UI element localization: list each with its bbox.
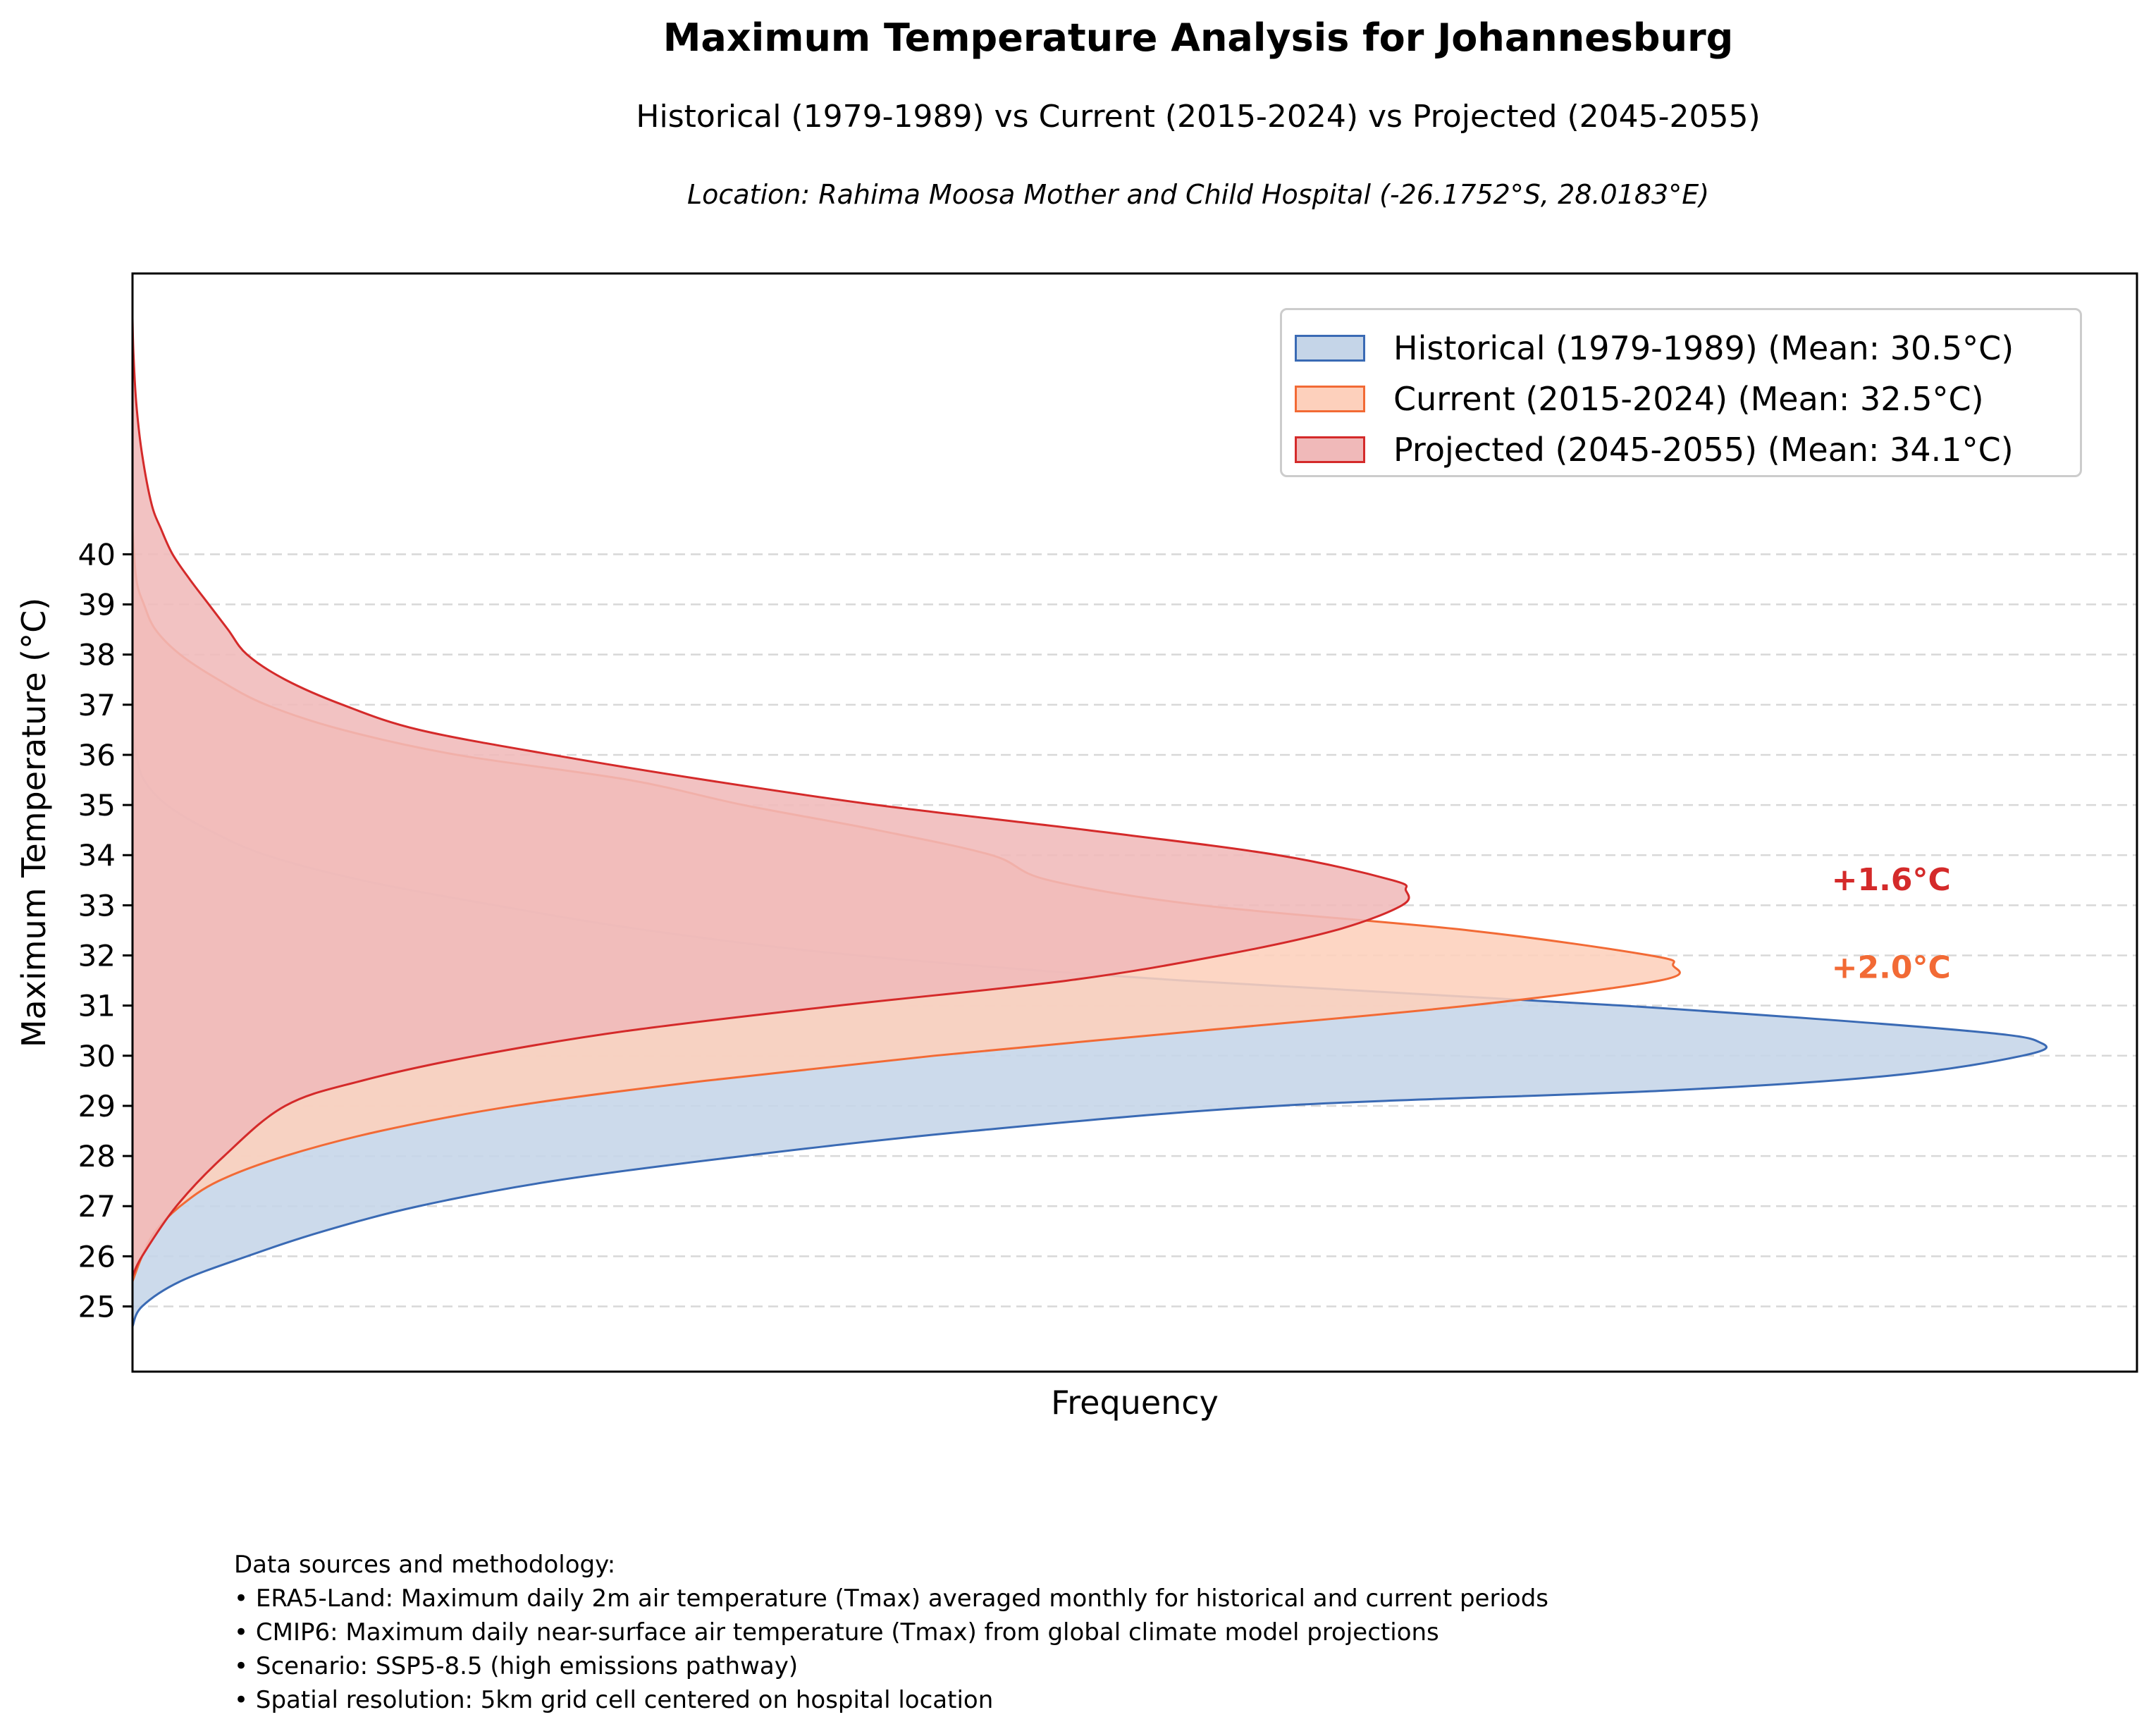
ytick-label-25: 25 xyxy=(78,1290,116,1324)
legend-swatch-historical xyxy=(1295,335,1365,362)
density-chart: 25 26 27 28 29 30 31 32 33 34 35 36 37 38 39 40 Frequenc… xyxy=(15,272,2138,1422)
ytick-label-29: 29 xyxy=(78,1089,116,1124)
ytick-label-37: 37 xyxy=(78,688,116,722)
ytick-label-40: 40 xyxy=(78,537,116,572)
y-axis-label: Maximum Temperature (°C) xyxy=(15,598,53,1047)
ytick-label-35: 35 xyxy=(78,788,116,823)
chart-title: Maximum Temperature Analysis for Johanne… xyxy=(663,16,1734,60)
ytick-label-30: 30 xyxy=(78,1039,116,1073)
annotation-1: +2.0°C xyxy=(1832,950,1951,986)
legend-label-current: Current (2015-2024) (Mean: 32.5°C) xyxy=(1393,380,1984,418)
ytick-label-32: 32 xyxy=(78,939,116,973)
note-cmip6: • CMIP6: Maximum daily near-surface air … xyxy=(234,1618,1439,1647)
area-projected xyxy=(133,319,1410,1276)
legend: Historical (1979-1989) (Mean: 30.5°C) Cu… xyxy=(1280,308,2082,477)
location-caption: Location: Rahima Moosa Mother and Child … xyxy=(686,179,1710,210)
ytick-label-38: 38 xyxy=(78,638,116,672)
legend-item-current: Current (2015-2024) (Mean: 32.5°C) xyxy=(1295,374,2080,424)
chart-subtitle: Historical (1979-1989) vs Current (2015-… xyxy=(636,99,1761,135)
ytick-label-26: 26 xyxy=(78,1239,116,1274)
ytick-label-39: 39 xyxy=(78,588,116,622)
curve-projected xyxy=(131,318,1410,1277)
ytick-label-34: 34 xyxy=(78,838,116,873)
plot-frame xyxy=(131,272,2138,1373)
methodology-notes: Data sources and methodology: • ERA5-Lan… xyxy=(234,1548,1548,1717)
legend-item-historical: Historical (1979-1989) (Mean: 30.5°C) xyxy=(1295,323,2080,374)
annotation-0: +1.6°C xyxy=(1832,862,1951,898)
legend-swatch-projected xyxy=(1295,436,1365,463)
note-resolution: • Spatial resolution: 5km grid cell cent… xyxy=(234,1686,994,1714)
ytick-label-33: 33 xyxy=(78,888,116,923)
ytick-label-27: 27 xyxy=(78,1189,116,1224)
note-scenario: • Scenario: SSP5-8.5 (high emissions pat… xyxy=(234,1652,799,1680)
x-axis-label: Frequency xyxy=(1051,1384,1219,1422)
ytick-label-28: 28 xyxy=(78,1139,116,1174)
ytick-label-31: 31 xyxy=(78,989,116,1023)
note-era5: • ERA5-Land: Maximum daily 2m air temper… xyxy=(234,1584,1548,1613)
ytick-label-36: 36 xyxy=(78,738,116,773)
notes-heading: Data sources and methodology: xyxy=(234,1551,616,1579)
legend-item-projected: Projected (2045-2055) (Mean: 34.1°C) xyxy=(1295,424,2080,475)
legend-label-historical: Historical (1979-1989) (Mean: 30.5°C) xyxy=(1393,329,2014,367)
legend-swatch-current xyxy=(1295,386,1365,412)
legend-label-projected: Projected (2045-2055) (Mean: 34.1°C) xyxy=(1393,431,2014,469)
